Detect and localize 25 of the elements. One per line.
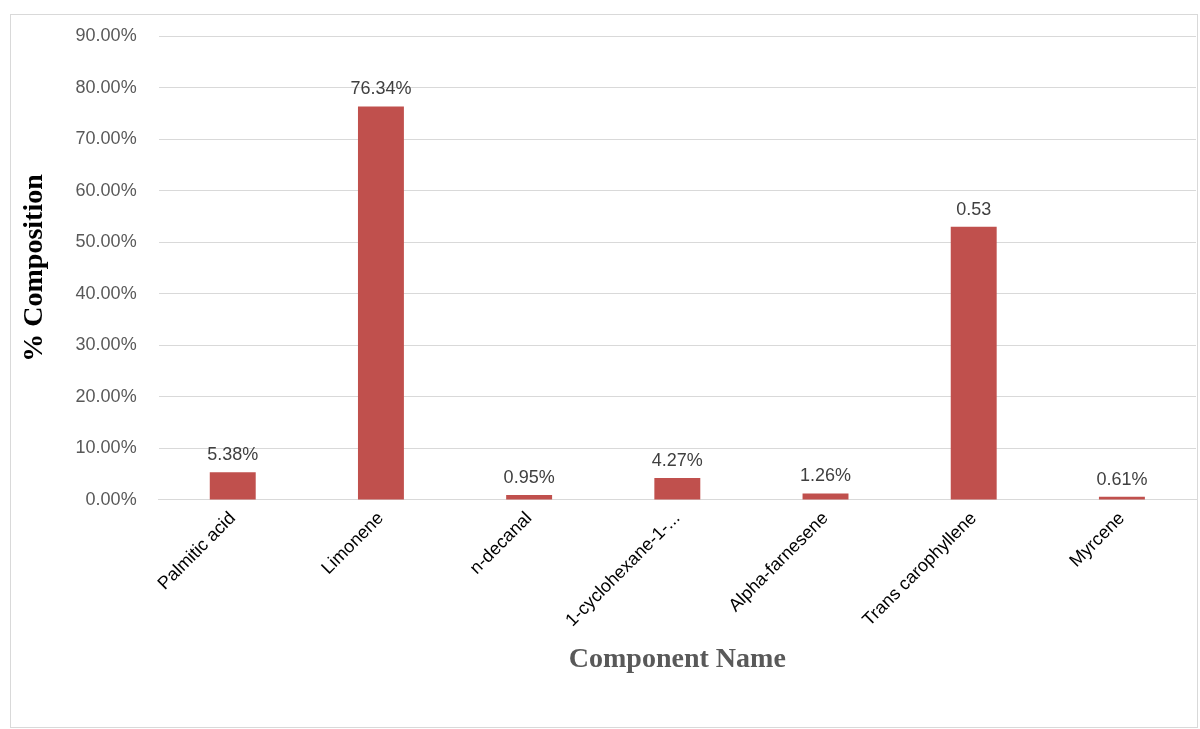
bar bbox=[950, 226, 997, 500]
y-tick-label: 20.00% bbox=[75, 385, 137, 406]
y-tick-label: 50.00% bbox=[75, 231, 137, 252]
data-label: 76.34% bbox=[350, 78, 412, 99]
bar bbox=[802, 493, 849, 500]
y-tick-label: 80.00% bbox=[75, 76, 137, 97]
data-label: 0.53 bbox=[956, 198, 992, 219]
data-label: 0.61% bbox=[1096, 468, 1148, 489]
y-tick-label: 90.00% bbox=[75, 24, 137, 45]
bar bbox=[209, 472, 256, 500]
bar bbox=[654, 477, 701, 500]
y-tick-label: 60.00% bbox=[75, 179, 137, 200]
y-tick-label: 40.00% bbox=[75, 282, 137, 303]
data-label: 4.27% bbox=[651, 449, 703, 470]
data-label: 0.95% bbox=[503, 466, 555, 487]
data-label: 1.26% bbox=[799, 465, 852, 486]
y-tick-label: 30.00% bbox=[75, 334, 137, 355]
y-axis-title: % Composition bbox=[17, 173, 49, 362]
y-tick-label: 70.00% bbox=[75, 128, 137, 149]
x-axis-title: Component Name bbox=[568, 642, 786, 674]
bar bbox=[506, 494, 553, 500]
y-tick-label: 10.00% bbox=[75, 437, 137, 458]
y-tick-label: 0.00% bbox=[85, 488, 137, 509]
bar bbox=[357, 106, 404, 500]
data-label: 5.38% bbox=[207, 444, 259, 465]
